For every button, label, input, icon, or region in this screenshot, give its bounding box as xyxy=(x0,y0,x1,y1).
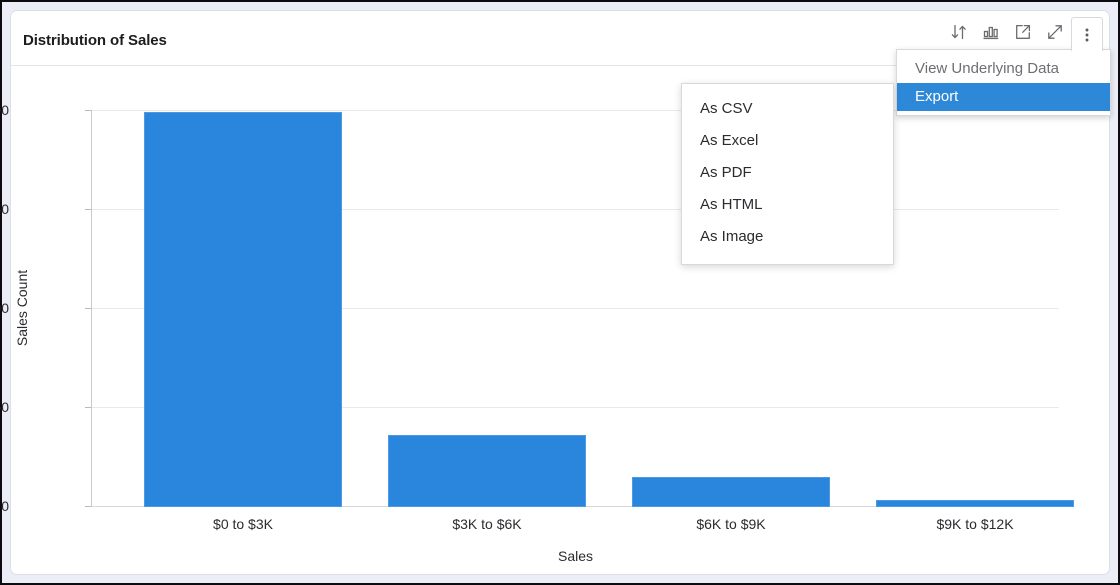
options-menu: View Underlying Data Export xyxy=(896,49,1111,116)
page-title: Distribution of Sales xyxy=(23,32,167,49)
bar-0[interactable] xyxy=(144,112,342,507)
chart-card: Distribution of Sales xyxy=(0,10,1111,576)
ytick-label-300: 300 xyxy=(0,300,9,316)
xtick-label-0: $0 to $3K xyxy=(213,516,273,532)
ytick-mark-300 xyxy=(85,308,91,309)
ytick-label-0: 0 xyxy=(1,498,9,514)
submenu-item-as-pdf[interactable]: As PDF xyxy=(700,164,752,181)
bar-3[interactable] xyxy=(876,500,1074,507)
card-header: Distribution of Sales xyxy=(11,11,1109,66)
submenu-item-as-excel[interactable]: As Excel xyxy=(700,132,759,149)
xtick-label-1: $3K to $6K xyxy=(452,516,522,532)
chart-area: 600 450 300 150 0 xyxy=(0,67,1111,576)
ytick-mark-450 xyxy=(85,209,91,210)
ytick-label-600: 600 xyxy=(0,102,9,118)
sort-icon[interactable] xyxy=(943,17,975,47)
xtick-label-2: $6K to $9K xyxy=(696,516,766,532)
y-axis-title: Sales Count xyxy=(14,269,30,347)
gridline-300: 300 xyxy=(0,300,1059,316)
expand-icon[interactable] xyxy=(1039,17,1071,47)
ytick-mark-0 xyxy=(85,506,91,507)
submenu-item-as-html[interactable]: As HTML xyxy=(700,196,763,213)
xtick-label-3: $9K to $12K xyxy=(936,516,1014,532)
gridline-450: 450 xyxy=(0,201,1059,217)
card-toolbar xyxy=(943,17,1103,51)
ytick-label-450: 450 xyxy=(0,201,9,217)
menu-item-export[interactable]: Export xyxy=(897,83,1110,111)
x-axis-title: Sales xyxy=(557,548,594,564)
submenu-item-as-image[interactable]: As Image xyxy=(700,228,764,245)
gridline-150: 150 xyxy=(0,399,1059,415)
ytick-label-150: 150 xyxy=(0,399,9,415)
more-options-icon[interactable] xyxy=(1071,17,1103,51)
gridline-600: 600 xyxy=(0,102,1059,118)
open-in-new-icon[interactable] xyxy=(1007,17,1039,47)
chart-type-icon[interactable] xyxy=(975,17,1007,47)
menu-item-view-underlying-data[interactable]: View Underlying Data xyxy=(915,60,1059,77)
ytick-mark-600 xyxy=(85,110,91,111)
bar-1[interactable] xyxy=(388,435,586,507)
export-submenu: As CSV As Excel As PDF As HTML As Image xyxy=(681,83,894,265)
y-axis-line xyxy=(91,110,92,507)
ytick-mark-150 xyxy=(85,407,91,408)
plot-area: 600 450 300 150 0 xyxy=(0,102,1074,564)
submenu-item-as-csv[interactable]: As CSV xyxy=(700,100,753,117)
bar-2[interactable] xyxy=(632,477,830,507)
